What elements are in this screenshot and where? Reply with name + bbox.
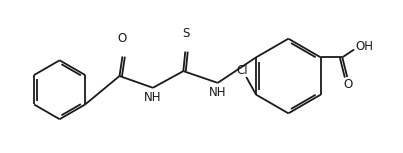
Text: Cl: Cl	[237, 64, 248, 77]
Text: OH: OH	[355, 40, 373, 53]
Text: S: S	[183, 27, 190, 40]
Text: NH: NH	[209, 86, 226, 99]
Text: O: O	[118, 32, 127, 45]
Text: NH: NH	[144, 91, 162, 104]
Text: O: O	[344, 78, 353, 91]
